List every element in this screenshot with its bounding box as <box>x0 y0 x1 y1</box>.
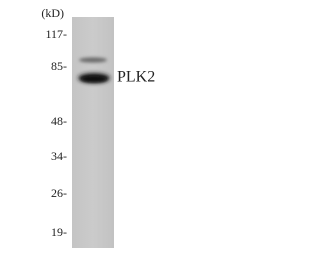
band-label: PLK2 <box>117 69 155 86</box>
marker-label: 48- <box>51 114 67 128</box>
unit-label: (kD) <box>41 6 64 20</box>
marker-label: 117- <box>45 27 67 41</box>
marker-label: 85- <box>51 59 67 73</box>
marker-label: 26- <box>51 186 67 200</box>
marker-label: 34- <box>51 149 67 163</box>
page: (kD) 117- 85- 48- 34- 26- 19- PLK2 (() =… <box>41 5 156 248</box>
strong-band-core <box>81 76 107 82</box>
marker-label: 19- <box>51 225 67 239</box>
gel-lane <box>72 17 114 248</box>
faint-band <box>79 57 107 63</box>
blot-figure: (kD) 117- 85- 48- 34- 26- 19- PLK2 <box>41 6 155 248</box>
